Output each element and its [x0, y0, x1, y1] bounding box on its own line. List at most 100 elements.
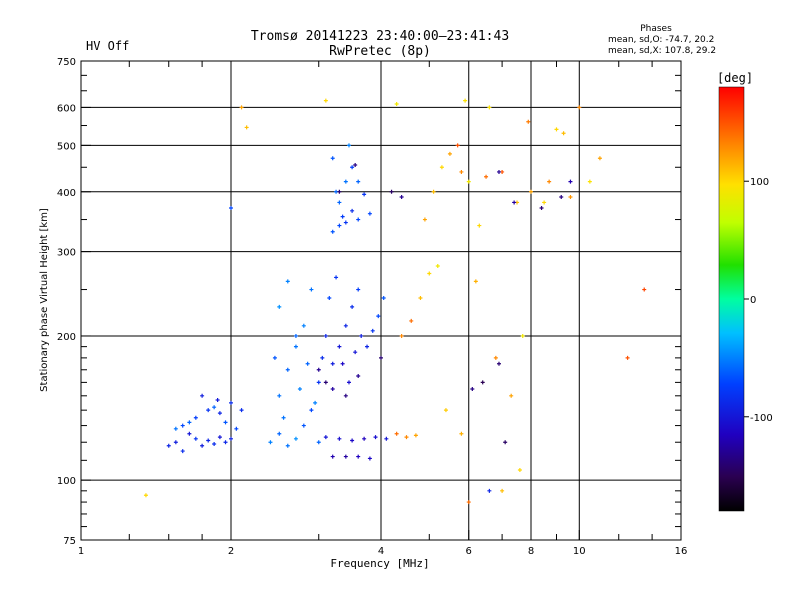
- data-point: [212, 441, 217, 446]
- data-point: [334, 275, 339, 280]
- data-point: [268, 440, 273, 445]
- data-point: [466, 179, 471, 184]
- colorbar-gradient: [718, 86, 745, 512]
- data-point: [337, 200, 342, 205]
- data-point: [285, 279, 290, 284]
- data-point: [343, 220, 348, 225]
- data-point: [568, 195, 573, 200]
- data-point: [561, 131, 566, 136]
- data-point: [503, 440, 508, 445]
- data-point: [340, 214, 345, 219]
- data-point: [313, 400, 318, 405]
- data-point: [272, 355, 277, 360]
- data-point: [337, 344, 342, 349]
- data-point: [293, 333, 298, 338]
- data-points: [143, 98, 647, 505]
- data-point: [239, 105, 244, 110]
- y-tick-label: 750: [57, 57, 76, 68]
- y-tick-label: 300: [57, 248, 76, 259]
- chart-subtitle: RwPretec (8p): [329, 44, 431, 59]
- colorbar-ticks: 100 0 -100: [744, 177, 773, 424]
- x-tick-label: 6: [466, 546, 472, 557]
- data-point: [362, 436, 367, 441]
- data-point: [187, 431, 192, 436]
- colorbar-tick-label: -100: [750, 413, 773, 424]
- data-point: [337, 436, 342, 441]
- data-point: [277, 304, 282, 309]
- data-point: [323, 333, 328, 338]
- data-point: [239, 408, 244, 413]
- data-point: [487, 105, 492, 110]
- data-point: [370, 328, 375, 333]
- data-point: [379, 355, 383, 360]
- data-point: [212, 405, 217, 410]
- data-point: [496, 361, 501, 366]
- data-point: [229, 205, 233, 210]
- hv-status-label: HV Off: [86, 39, 129, 53]
- data-point: [493, 355, 498, 360]
- data-point: [512, 200, 517, 205]
- data-point: [343, 179, 348, 184]
- data-point: [356, 373, 361, 378]
- data-point: [343, 323, 348, 328]
- data-point: [554, 127, 559, 132]
- colorbar-tick-label: 100: [750, 177, 769, 188]
- data-point: [526, 119, 531, 124]
- data-point: [480, 380, 485, 385]
- minor-ticks: [81, 61, 681, 540]
- data-point: [399, 195, 404, 200]
- data-point: [330, 454, 335, 459]
- data-point: [577, 105, 582, 110]
- data-point: [413, 433, 418, 438]
- data-point: [330, 386, 335, 391]
- y-tick-label: 200: [57, 332, 76, 343]
- data-point: [346, 380, 351, 385]
- data-point: [180, 423, 185, 428]
- data-point: [356, 454, 361, 459]
- data-point: [323, 380, 328, 385]
- stats-x-mode: mean, sd,X: 107.8, 29.2: [608, 46, 716, 56]
- data-point: [463, 98, 468, 103]
- data-point: [367, 456, 372, 461]
- x-axis-label: Frequency [MHz]: [330, 557, 429, 570]
- data-point: [320, 355, 325, 360]
- chart-title: Tromsø 20141223 23:40:00–23:41:43: [251, 29, 509, 44]
- data-point: [285, 367, 290, 372]
- data-point: [223, 440, 228, 445]
- data-point: [509, 393, 514, 398]
- data-point: [487, 488, 492, 493]
- data-point: [477, 223, 482, 228]
- data-point: [293, 344, 298, 349]
- data-point: [367, 211, 372, 216]
- data-point: [484, 174, 489, 179]
- data-point: [309, 287, 314, 292]
- data-point: [343, 454, 348, 459]
- x-tick-label: 16: [675, 546, 688, 557]
- data-point: [206, 408, 211, 413]
- data-point: [330, 229, 335, 234]
- grid: [81, 61, 681, 540]
- data-point: [309, 408, 314, 413]
- data-point: [330, 361, 335, 366]
- data-point: [496, 169, 501, 174]
- data-point: [443, 408, 448, 413]
- data-point: [399, 333, 404, 338]
- x-tick-label: 2: [228, 546, 234, 557]
- data-point: [277, 431, 282, 436]
- x-tick-label: 8: [528, 546, 534, 557]
- data-point: [365, 344, 370, 349]
- data-point: [404, 435, 409, 440]
- data-point: [447, 151, 452, 156]
- data-point: [173, 426, 178, 431]
- data-point: [229, 436, 233, 441]
- data-point: [427, 271, 432, 276]
- data-point: [316, 440, 321, 445]
- data-point: [187, 420, 192, 425]
- data-point: [625, 355, 630, 360]
- x-tick-label: 1: [78, 546, 84, 557]
- data-point: [542, 200, 547, 205]
- data-point: [435, 263, 440, 268]
- data-point: [520, 333, 525, 338]
- data-point: [301, 423, 306, 428]
